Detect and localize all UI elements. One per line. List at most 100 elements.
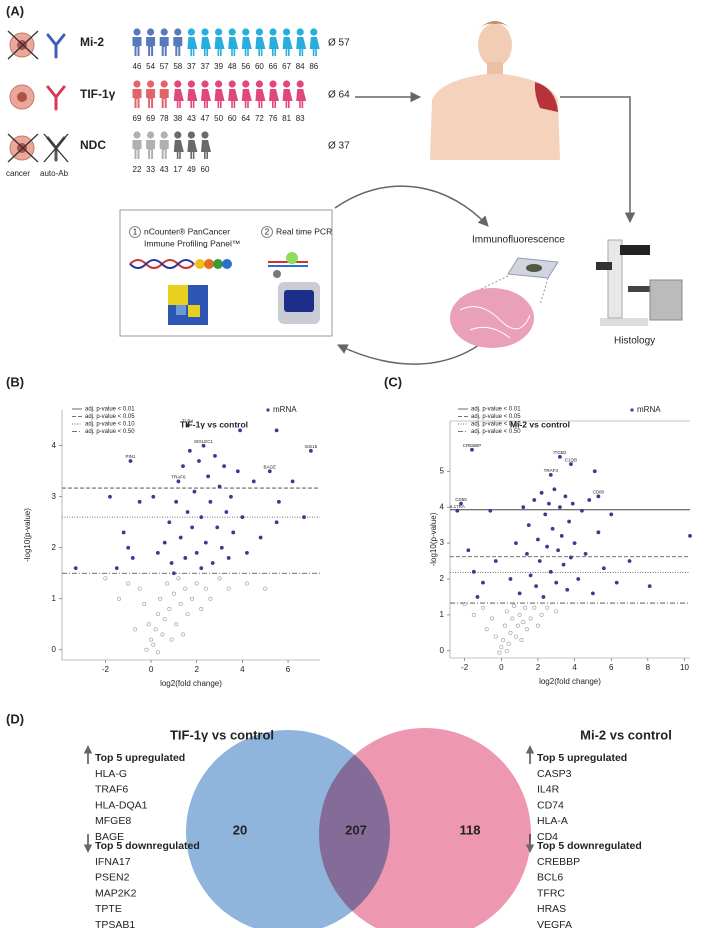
point [554, 609, 559, 614]
point [587, 498, 592, 502]
gene: CASP3 [537, 768, 572, 780]
y-tick-label: 2 [440, 574, 445, 583]
point [162, 617, 167, 622]
point [466, 548, 471, 553]
panel-label: (C) [384, 374, 402, 389]
panel-label: (D) [6, 711, 24, 726]
point [548, 472, 553, 477]
point [208, 596, 213, 601]
point [144, 647, 149, 652]
person-head [133, 80, 141, 88]
point [569, 462, 573, 466]
point [499, 645, 504, 650]
age: 48 [228, 62, 237, 71]
legend-label: adj. p-value < 0.01 [85, 407, 135, 413]
point [178, 601, 183, 606]
point [197, 459, 201, 463]
venn-right [319, 728, 531, 928]
point [580, 508, 584, 513]
method-label: Histology [614, 336, 655, 347]
person-head [283, 80, 291, 88]
point [550, 526, 555, 531]
dna-art [129, 259, 232, 325]
point [219, 545, 224, 550]
point [647, 584, 652, 589]
person-head [215, 28, 223, 36]
point [183, 586, 188, 591]
group-name: Mi-2 [80, 35, 104, 49]
person-body [173, 37, 183, 56]
list-title: Top 5 upregulated [95, 752, 185, 764]
legend-dot [266, 408, 270, 412]
person-body [200, 89, 211, 108]
point [162, 540, 167, 545]
point [535, 623, 540, 628]
arrow [560, 96, 636, 224]
person-body [269, 89, 279, 108]
person-head [269, 80, 277, 88]
point [215, 525, 220, 530]
gene-label: CD55 [455, 497, 467, 502]
age: 47 [201, 114, 210, 123]
point [548, 569, 553, 574]
point [224, 510, 229, 514]
person-head [296, 28, 304, 36]
point [528, 573, 533, 578]
point [524, 627, 529, 632]
gene: MFGE8 [95, 815, 131, 827]
person-body [187, 140, 198, 159]
age: 64 [241, 114, 250, 123]
x-tick-label: 6 [609, 663, 614, 672]
person-body [146, 140, 156, 159]
point [181, 464, 185, 469]
point [183, 556, 188, 560]
x-tick-label: 8 [646, 663, 651, 672]
torso [430, 21, 560, 160]
point [130, 556, 135, 560]
person-head [296, 80, 304, 88]
point [525, 551, 529, 556]
gene: HRAS [537, 903, 566, 915]
gene: BAGE [95, 831, 124, 843]
gene: TFRC [537, 887, 565, 899]
point [199, 606, 204, 611]
point [258, 535, 263, 540]
point [583, 551, 588, 556]
legend-label: mRNA [637, 405, 661, 414]
group-mean: Ø 37 [328, 141, 350, 152]
cross [43, 133, 69, 163]
group-name: NDC [80, 138, 106, 152]
point [481, 580, 485, 585]
age: 56 [241, 62, 250, 71]
person-body [309, 37, 320, 56]
point [121, 530, 126, 535]
x-tick-label: 2 [194, 665, 199, 674]
point [528, 616, 533, 621]
point [153, 627, 158, 632]
point [455, 508, 460, 513]
gene: HLA-G [95, 768, 127, 780]
legend-label: adj. p-value < 0.50 [471, 429, 521, 435]
person-head [255, 28, 263, 36]
point [554, 580, 559, 585]
y-tick-label: 0 [440, 646, 445, 655]
method-label: Immunofluorescence [472, 235, 565, 246]
point [251, 479, 256, 484]
gene: TRAF6 [95, 784, 128, 796]
tissue [450, 257, 559, 348]
gene: VEGFA [537, 919, 572, 928]
gene-label: TLR4 [182, 418, 194, 423]
point [521, 620, 526, 625]
person-head [160, 80, 168, 88]
y-tick-label: 4 [52, 441, 57, 450]
person-body [255, 37, 266, 56]
age: 69 [146, 114, 155, 123]
person-body [228, 37, 239, 56]
gene: MAP2K2 [95, 887, 137, 899]
point [190, 525, 195, 530]
point [508, 577, 513, 581]
age: 37 [187, 62, 196, 71]
panel-label: (A) [6, 3, 24, 18]
gene: CD74 [537, 799, 564, 811]
age: 81 [282, 114, 291, 123]
